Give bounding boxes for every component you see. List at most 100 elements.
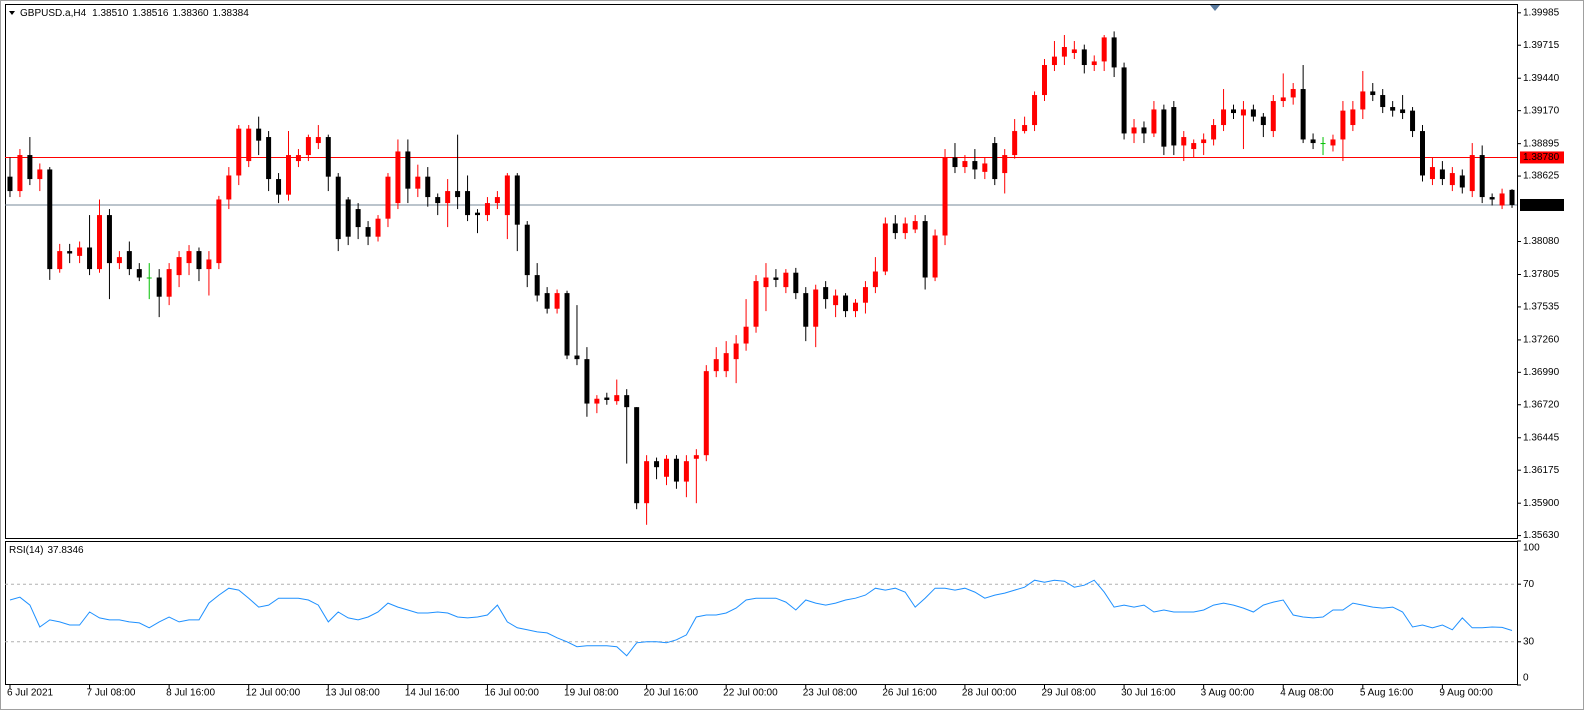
candle-body [7, 176, 13, 192]
candle-body [166, 269, 172, 297]
candle-body [385, 176, 391, 219]
candle-body [654, 461, 660, 468]
candle-body [1161, 109, 1167, 147]
candle-body [753, 281, 759, 327]
candle-body [514, 175, 520, 225]
candle-body [843, 295, 849, 312]
y-tick-label: 1.35630 [1523, 530, 1560, 541]
candle-body [1400, 109, 1406, 114]
candle-body [1410, 110, 1416, 132]
candle-body [683, 461, 689, 482]
x-tick-label: 28 Jul 00:00 [962, 688, 1017, 699]
x-tick-label: 4 Aug 08:00 [1280, 688, 1334, 699]
y-tick-label: 30 [1523, 636, 1535, 647]
candle-body [295, 155, 301, 162]
candle-body [1469, 155, 1475, 192]
x-tick-label: 7 Jul 08:00 [87, 688, 136, 699]
shift-marker [1210, 5, 1220, 11]
x-tick-label: 12 Jul 00:00 [246, 688, 301, 699]
ohlc-low: 1.38360 [172, 8, 209, 19]
rsi-value: 37.8346 [47, 545, 84, 556]
x-tick-label: 6 Jul 2021 [7, 688, 54, 699]
candle-body [17, 155, 23, 192]
candle-body [1131, 127, 1137, 134]
candle-body [77, 247, 83, 256]
candle-body [1280, 97, 1286, 102]
candle-body [1032, 95, 1038, 126]
candle-body [1320, 143, 1326, 145]
candle-body [484, 203, 490, 216]
ohlc-high: 1.38516 [132, 8, 169, 19]
price-pane [5, 4, 1518, 539]
candle-body [126, 251, 132, 270]
candle-body [226, 175, 232, 200]
candle-body [196, 251, 202, 270]
candle-body [246, 128, 252, 162]
candle-body [1181, 137, 1187, 146]
candle-body [504, 175, 510, 216]
candle-body [435, 197, 441, 204]
candle-body [803, 293, 809, 327]
candle-body [604, 397, 610, 400]
candle-body [425, 176, 431, 198]
candle-body [1499, 193, 1505, 206]
candle-body [87, 247, 93, 270]
candle-body [763, 277, 769, 288]
candle-body [664, 458, 669, 477]
candle-body [405, 151, 411, 189]
candle-body [1191, 143, 1197, 150]
x-tick-label: 26 Jul 16:00 [882, 688, 937, 699]
candle-body [554, 293, 560, 309]
candle-body [703, 371, 709, 456]
chart-header: GBPUSD.a,H4 1.38510 1.38516 1.38360 1.38384 [20, 8, 249, 19]
y-tick-label: 1.39440 [1523, 73, 1560, 84]
candle-body [1380, 95, 1386, 108]
x-tick-label: 23 Jul 08:00 [803, 688, 858, 699]
candle-body [1022, 125, 1028, 132]
y-tick-label: 1.39715 [1523, 40, 1560, 51]
y-tick-label: 70 [1523, 579, 1535, 590]
candle-body [335, 176, 341, 240]
ohlc-open: 1.38510 [92, 8, 129, 19]
candle-body [445, 191, 451, 204]
candle-body [266, 137, 272, 180]
candle-body [942, 157, 948, 236]
candle-body [1012, 131, 1018, 156]
candle-body [1211, 125, 1217, 140]
candle-body [146, 277, 152, 279]
candle-body [1141, 127, 1147, 134]
candle-body [475, 212, 480, 216]
candle-body [465, 191, 471, 216]
x-tick-label: 29 Jul 08:00 [1042, 688, 1097, 699]
candle-body [693, 455, 699, 459]
candle-body [276, 179, 282, 195]
candle-body [1360, 91, 1366, 110]
candle-body [783, 272, 789, 288]
candle-body [1390, 107, 1396, 111]
candle-body [534, 275, 540, 296]
x-tick-label: 22 Jul 00:00 [723, 688, 778, 699]
candle-body [97, 215, 102, 270]
candle-body [1489, 197, 1495, 200]
y-tick-label: 1.36175 [1523, 465, 1560, 476]
candle-body [37, 169, 43, 180]
menu-arrow[interactable] [9, 11, 15, 15]
y-tick-label: 1.38895 [1523, 138, 1560, 149]
candle-body [1290, 89, 1296, 98]
candle-body [1151, 109, 1157, 134]
candle-body [1340, 110, 1346, 140]
x-tick-label: 30 Jul 16:00 [1121, 688, 1176, 699]
candle-body [1330, 139, 1336, 146]
rsi-line [9, 579, 1513, 657]
candle-body [813, 289, 819, 327]
candle-body [305, 137, 311, 156]
candle-body [1091, 61, 1097, 66]
candle-body [673, 458, 679, 482]
candle-body [823, 287, 829, 300]
candle-body [1449, 173, 1455, 186]
y-tick-label: 1.37260 [1523, 335, 1560, 346]
candle-body [395, 151, 401, 204]
x-tick-label: 14 Jul 16:00 [405, 688, 460, 699]
y-tick-label: 1.36990 [1523, 367, 1560, 378]
candle-body [594, 398, 600, 404]
